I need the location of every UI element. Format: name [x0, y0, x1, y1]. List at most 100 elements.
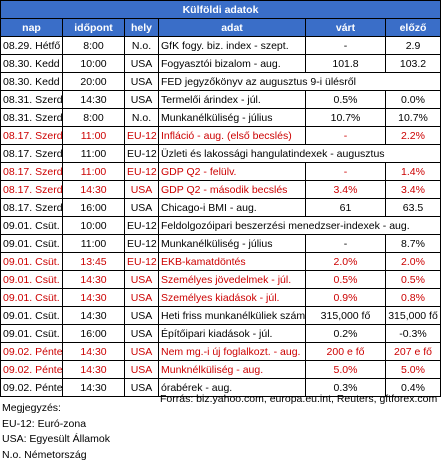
table-cell: USA	[124, 180, 159, 199]
source: Forrás: biz.yahoo.com, europa.eu.int, Re…	[160, 393, 438, 405]
table-cell: 0.0%	[384, 90, 441, 109]
table-cell: Fogyasztói bizalom - aug.	[158, 54, 306, 73]
table-cell: 315,000 fő	[305, 306, 386, 325]
table-cell: 08.17. Szerda	[0, 144, 63, 163]
table-row: 08.30. Kedd 20:00 USA FED jegyzőkönyv az au…	[0, 72, 441, 91]
table-row: 08.29. Hétfő 8:00 N.o. GfK fogy. biz. index…	[0, 36, 441, 55]
note-line: N.o. Németország	[2, 448, 87, 461]
table-cell: USA	[124, 72, 159, 91]
table-row: 08.17. Szerda 11:00 EU-12 Üzleti és lakossá…	[0, 144, 441, 163]
table-cell: Személyes kiadások - júl.	[158, 288, 306, 307]
table-cell: 200 e fő	[305, 342, 386, 361]
table-cell: 11:00	[62, 162, 125, 181]
table-cell: USA	[124, 270, 159, 289]
table-cell: EU-12	[124, 126, 159, 145]
table-cell: 08.29. Hétfő	[0, 36, 63, 55]
table-cell: 8:00	[62, 36, 125, 55]
table-cell: 09.01. Csüt.	[0, 324, 63, 343]
table-title: Külföldi adatok	[0, 0, 441, 19]
notes: Megjegyzés: EU-12: Euró-zona USA: Egyesült…	[2, 401, 110, 463]
table-cell: 09.02. Péntek	[0, 378, 63, 397]
table-cell: 09.01. Csüt.	[0, 234, 63, 253]
table-cell: 11:00	[62, 144, 125, 163]
table-cell: 09.01. Csüt.	[0, 252, 63, 271]
table-cell: 0.5%	[384, 270, 441, 289]
table-row: 08.17. Szerda 11:00 EU-12 GDP Q2 - felülv. -…	[0, 162, 441, 181]
table-cell: 0.8%	[384, 288, 441, 307]
table-cell: Termelői árindex - júl.	[158, 90, 306, 109]
table-cell: 09.01. Csüt.	[0, 306, 63, 325]
table-cell: USA	[124, 54, 159, 73]
table-row: 08.17. Szerda 14:30 USA GDP Q2 - második be…	[0, 180, 441, 199]
table-cell: USA	[124, 306, 159, 325]
column-header: hely	[124, 18, 159, 37]
table-cell: 14:30	[62, 342, 125, 361]
table-cell: GDP Q2 - felülv.	[158, 162, 306, 181]
table-cell: EKB-kamatdöntés	[158, 252, 306, 271]
table-cell: 09.01. Csüt.	[0, 216, 63, 235]
table-cell: -	[305, 234, 386, 253]
table-row: 09.01. Csüt. 14:30 USA Személyes kiadások -…	[0, 288, 441, 307]
table-cell: 63.5	[384, 198, 441, 217]
table-cell: 09.02. Péntek	[0, 360, 63, 379]
table-cell: 08.17. Szerda	[0, 198, 63, 217]
schedule-table: Külföldi adatok nap időpont hely adat várt el…	[0, 0, 441, 397]
table-cell: 0.3%	[305, 378, 386, 397]
table-cell: 16:00	[62, 324, 125, 343]
column-header: várt	[305, 18, 386, 37]
table-cell: 5.0%	[384, 360, 441, 379]
table-cell: 0.9%	[305, 288, 386, 307]
table-cell: 61	[305, 198, 386, 217]
table-cell: -0.3%	[384, 324, 441, 343]
table-row: 09.01. Csüt. 11:00 EU-12 Munkanélküliség - …	[0, 234, 441, 253]
header-row: nap időpont hely adat várt előző	[0, 18, 441, 37]
table-cell: 14:30	[62, 270, 125, 289]
table-cell: USA	[124, 342, 159, 361]
table-cell: 11:00	[62, 126, 125, 145]
table-cell: -	[305, 162, 386, 181]
table-row: 08.31. Szerda 14:30 USA Termelői árindex - …	[0, 90, 441, 109]
table-cell: USA	[124, 360, 159, 379]
column-header: időpont	[62, 18, 125, 37]
table-cell: 2.9	[384, 36, 441, 55]
table-cell: 11:00	[62, 234, 125, 253]
table-row: 08.31. Szerda 8:00 N.o. Munkanélküliség - j…	[0, 108, 441, 127]
table-row: 09.01. Csüt. 13:45 EU-12 EKB-kamatdöntés 2.0…	[0, 252, 441, 271]
table-body: 08.29. Hétfő 8:00 N.o. GfK fogy. biz. index…	[0, 36, 441, 397]
note-line: USA: Egyesült Államok	[2, 433, 110, 445]
table-cell: 08.30. Kedd	[0, 54, 63, 73]
table-cell: 09.01. Csüt.	[0, 288, 63, 307]
table-cell: 3.4%	[384, 180, 441, 199]
table-cell: 08.31. Szerda	[0, 90, 63, 109]
table-cell: -	[305, 126, 386, 145]
table-cell: 3.4%	[305, 180, 386, 199]
table-cell: EU-12	[124, 144, 159, 163]
table-cell: 14:30	[62, 306, 125, 325]
table-cell: 2.2%	[384, 126, 441, 145]
table-cell: 20:00	[62, 72, 125, 91]
table-cell: USA	[124, 288, 159, 307]
table-row: 09.01. Csüt. 14:30 USA Heti friss munkanélk…	[0, 306, 441, 325]
table-cell: 103.2	[384, 54, 441, 73]
table-cell: Chicago-i BMI - aug.	[158, 198, 306, 217]
table-cell: 14:30	[62, 378, 125, 397]
table-cell: Munkanélküliség - július	[158, 234, 306, 253]
table-row: 09.02. Péntek 14:30 USA órabérek - aug. 0.3%…	[0, 378, 441, 397]
table-cell: USA	[124, 90, 159, 109]
table-cell: 08.17. Szerda	[0, 180, 63, 199]
table-cell: GfK fogy. biz. index - szept.	[158, 36, 306, 55]
table-cell: N.o.	[124, 36, 159, 55]
table-row: 08.30. Kedd 10:00 USA Fogyasztói bizalom - …	[0, 54, 441, 73]
table-cell: 08.17. Szerda	[0, 126, 63, 145]
table-row: 09.01. Csüt. 10:00 EU-12 Feldolgozóipari be…	[0, 216, 441, 235]
table-cell: 14:30	[62, 360, 125, 379]
note-line: EU-12: Euró-zona	[2, 417, 87, 430]
table-cell: 0.5%	[305, 270, 386, 289]
table-cell: 14:30	[62, 90, 125, 109]
table-cell: 08.31. Szerda	[0, 108, 63, 127]
table-cell: USA	[124, 198, 159, 217]
table-cell: -	[305, 36, 386, 55]
table-cell: EU-12	[124, 162, 159, 181]
table-cell: FED jegyzőkönyv az augusztus 9-i ülésről	[157, 72, 441, 91]
table-cell: 8.7%	[384, 234, 441, 253]
